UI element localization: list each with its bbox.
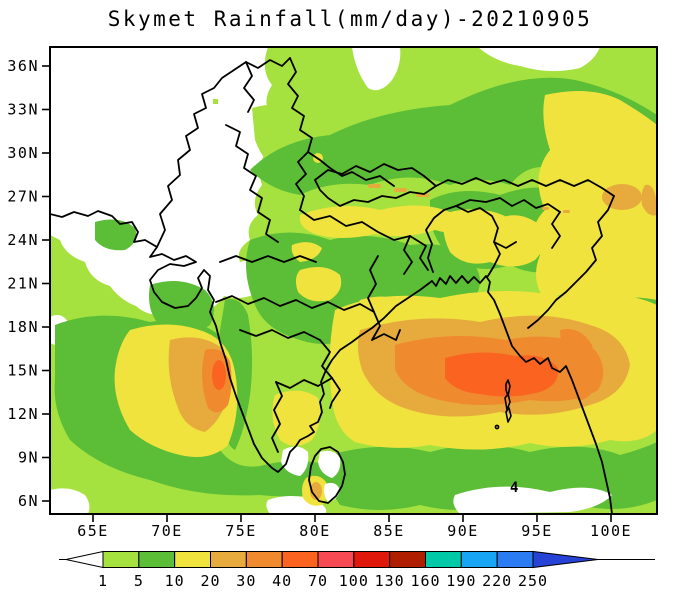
state-border-karnataka-ap xyxy=(319,339,333,379)
country-border-china-himalaya xyxy=(287,57,395,187)
y-axis-tick-label: 12N xyxy=(7,405,39,423)
colorbar: 1 5 10 20 30 40 70 100 130 160 190 220 250 xyxy=(59,550,655,590)
y-axis-tick-label: 27N xyxy=(7,188,39,206)
y-axis: 36N 33N 30N 27N 24N 21N 18N 15N 12N 9N 6N xyxy=(7,57,39,510)
state-border-uttarakhand xyxy=(295,151,309,211)
x-axis-tick-label: 100E xyxy=(590,522,632,540)
colorbar-label: 1 xyxy=(98,572,108,590)
state-border-mp-maharashtra xyxy=(215,295,375,313)
state-border-maharashtra-karnataka xyxy=(239,329,321,341)
colorbar-segment xyxy=(138,551,176,568)
x-axis-tick-label: 85E xyxy=(373,522,405,540)
y-axis-tick-label: 18N xyxy=(7,318,39,336)
x-axis-tick-label: 90E xyxy=(447,522,479,540)
y-axis-tick-label: 33N xyxy=(7,101,39,119)
x-axis-tick-label: 80E xyxy=(299,522,331,540)
colorbar-label: 10 xyxy=(165,572,185,590)
colorbar-label: 30 xyxy=(236,572,256,590)
state-border-northeast-3 xyxy=(493,241,517,249)
state-border-northeast-1 xyxy=(455,197,561,213)
state-border-rajasthan-mp xyxy=(219,255,317,263)
state-border-chhattisgarh xyxy=(367,255,381,341)
x-axis: 65E 70E 75E 80E 85E 90E 95E 100E xyxy=(77,522,632,540)
no-rain-regions-south xyxy=(50,446,612,514)
colorbar-label: 100 xyxy=(339,572,369,590)
colorbar-label: 220 xyxy=(482,572,512,590)
state-border-odisha-ap xyxy=(371,329,401,341)
y-axis-tick-label: 6N xyxy=(18,492,39,510)
x-axis-tick-label: 95E xyxy=(521,522,553,540)
plot-frame xyxy=(49,46,658,515)
rain-region-40-70 xyxy=(212,352,559,397)
country-border-bhutan-sikkim xyxy=(435,177,615,197)
colorbar-segment xyxy=(174,551,212,568)
country-border-nepal xyxy=(314,163,437,207)
colorbar-segment xyxy=(210,551,247,568)
colorbar-segment xyxy=(496,551,534,568)
colorbar-segment xyxy=(353,551,391,568)
andaman-islands xyxy=(494,379,512,430)
island-mark-4: 4 xyxy=(510,480,518,496)
colorbar-segment xyxy=(389,551,426,568)
state-border-ap-tn xyxy=(329,377,341,409)
colorbar-segment xyxy=(317,551,355,568)
colorbar-label: 160 xyxy=(410,572,440,590)
coastline xyxy=(50,210,613,514)
x-axis-tick-label: 65E xyxy=(77,522,109,540)
country-border-myanmar xyxy=(527,195,615,329)
y-axis-tick-label: 15N xyxy=(7,362,39,380)
colorbar-label: 40 xyxy=(272,572,292,590)
colorbar-label: 20 xyxy=(200,572,220,590)
colorbar-segment xyxy=(460,551,498,568)
sri-lanka-outline xyxy=(308,446,346,504)
state-border-karnataka-tn xyxy=(275,377,333,389)
state-border-kerala-tn xyxy=(271,381,283,453)
page-title: Skymet Rainfall(mm/day)-20210905 xyxy=(107,7,593,31)
colorbar-above-max-arrow xyxy=(532,550,599,569)
colorbar-segment xyxy=(245,551,283,568)
y-axis-tick-label: 36N xyxy=(7,57,39,75)
state-border-gangetic xyxy=(299,209,429,271)
state-border-northeast-2 xyxy=(551,211,561,249)
y-axis-tick-label: 24N xyxy=(7,231,39,249)
y-axis-tick-label: 21N xyxy=(7,275,39,293)
colorbar-segment xyxy=(425,551,462,568)
state-border-jammu-kashmir xyxy=(243,61,255,113)
colorbar-label: 250 xyxy=(518,572,548,590)
colorbar-label: 5 xyxy=(134,572,144,590)
y-axis-tick-label: 30N xyxy=(7,144,39,162)
axis-ticks xyxy=(42,65,612,522)
colorbar-segment xyxy=(281,551,319,568)
country-border-bangladesh xyxy=(425,205,501,277)
colorbar-below-min-arrow xyxy=(65,550,104,569)
filled-contours: 4 xyxy=(50,47,657,514)
state-border-jharkhand-odisha xyxy=(403,235,413,275)
y-axis-tick-label: 9N xyxy=(18,449,39,467)
colorbar-segment xyxy=(102,551,140,568)
colorbar-label: 70 xyxy=(308,572,328,590)
x-axis-tick-label: 75E xyxy=(225,522,257,540)
colorbar-label: 130 xyxy=(375,572,405,590)
x-axis-tick-label: 70E xyxy=(151,522,183,540)
colorbar-label: 190 xyxy=(446,572,476,590)
no-rain-regions-northwest xyxy=(50,47,600,345)
country-border-pakistan xyxy=(156,57,291,248)
state-border-nw-states xyxy=(225,124,279,243)
sri-lanka-rain-patches xyxy=(302,450,341,506)
